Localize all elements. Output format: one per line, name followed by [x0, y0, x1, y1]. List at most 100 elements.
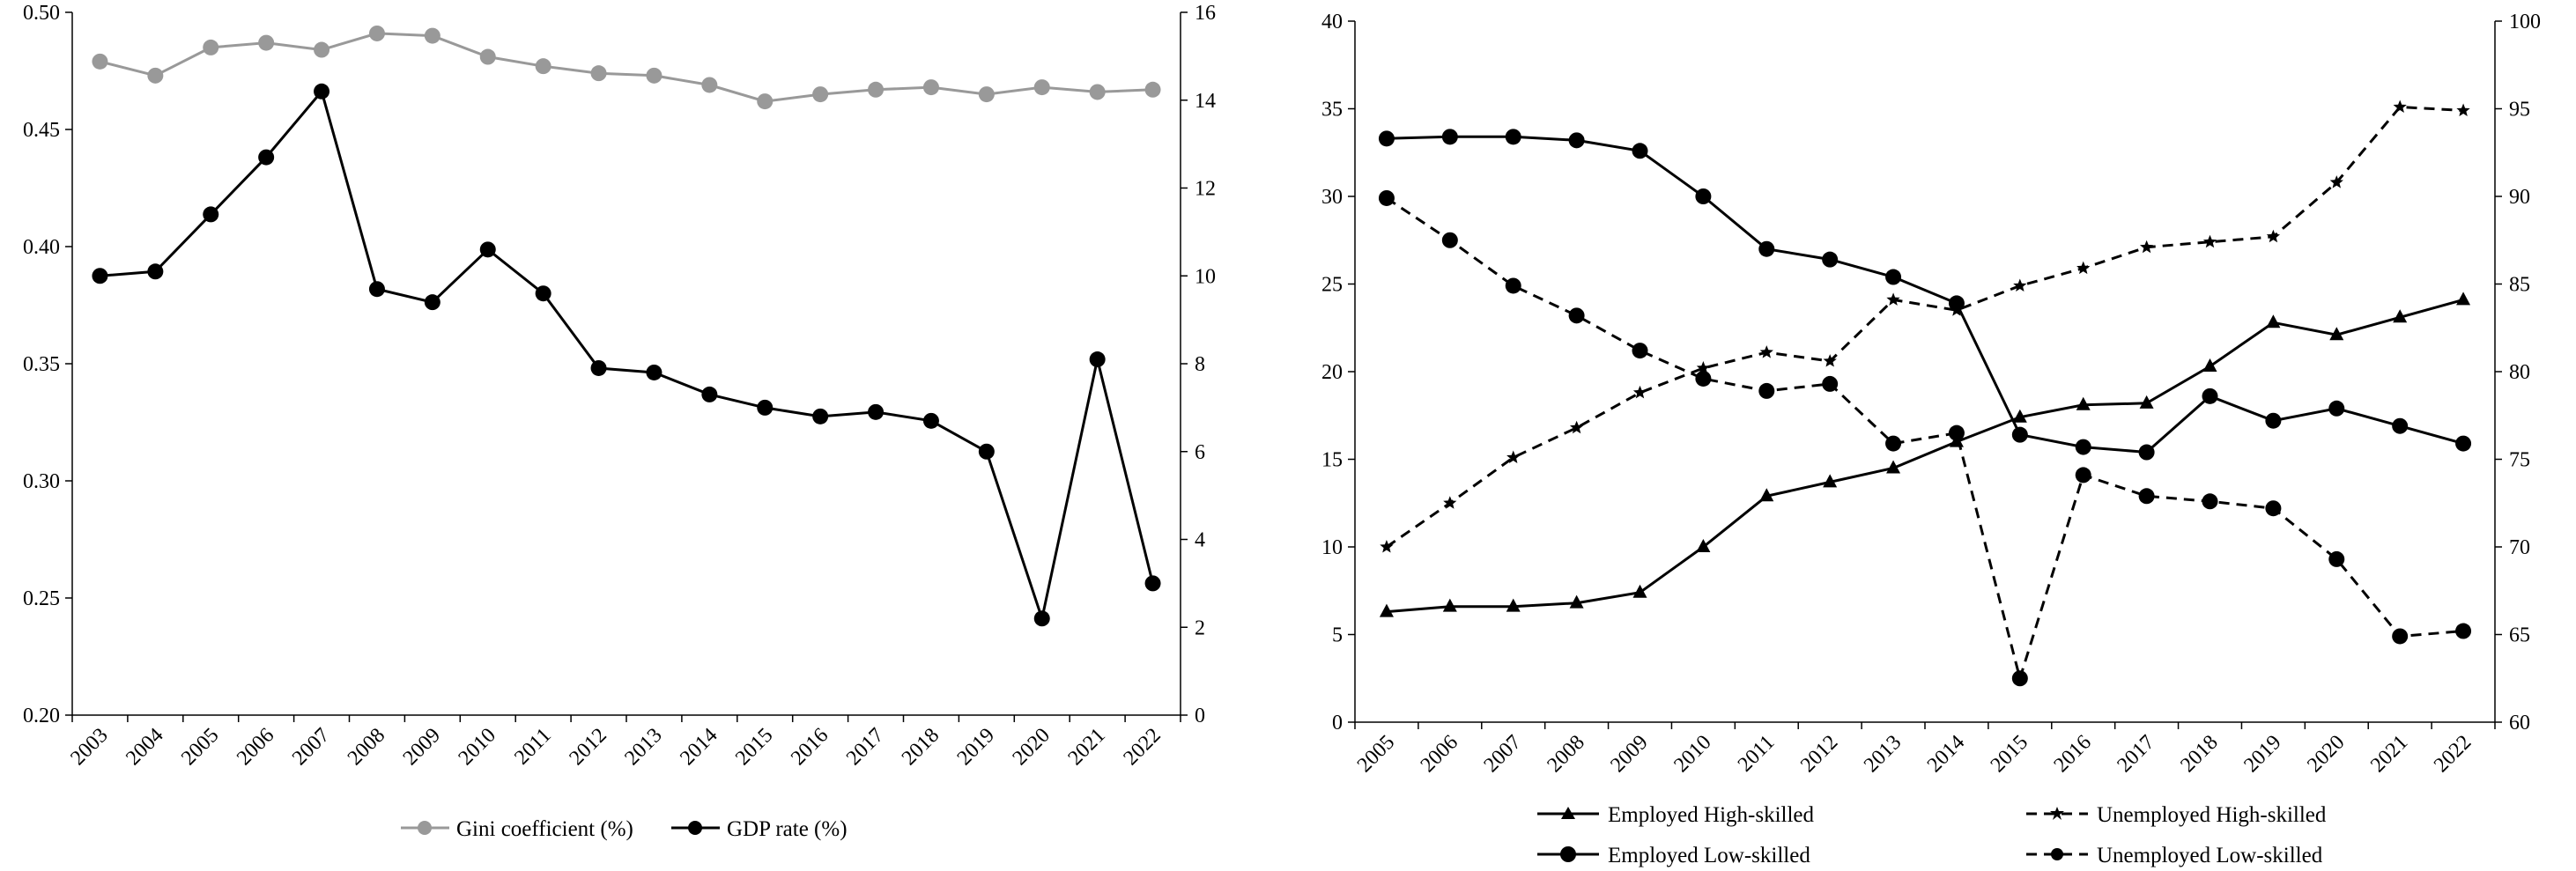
right-chart-series-0-point — [1886, 460, 1901, 474]
left-chart-series-0-point — [479, 48, 496, 65]
left-chart-y-tick-label: 0.20 — [23, 705, 60, 727]
right-chart-y-tick-label: 15 — [1321, 449, 1343, 472]
left-chart-y-tick-label: 0.50 — [23, 2, 60, 25]
right-chart-series-3-point — [1441, 232, 1458, 248]
right-chart-series-2-point — [2138, 444, 2155, 461]
right-chart-series-line-2 — [1386, 135, 2464, 454]
left-chart-series-0-point — [812, 86, 829, 103]
left-chart-series-0-point — [535, 58, 551, 75]
right-chart-y-tick-label: 25 — [1321, 274, 1343, 297]
legend-item-unemployed-low: Unemployed Low-skilled — [2026, 844, 2323, 867]
left-chart-panel: 0.20 0.25 0.30 0.35 0.40 0.45 0.50 0 2 4 6 8 10 12 14… — [23, 2, 1216, 841]
right-chart-series-1-point — [1823, 354, 1837, 367]
left-chart-x-tick-label: 2006 — [233, 724, 278, 770]
right-chart-series-3-point — [2455, 623, 2472, 639]
left-chart-series-1-point — [535, 285, 551, 302]
right-chart-y2-ticks: 60 65 70 75 80 85 90 95 100 — [2495, 11, 2541, 734]
left-chart-series-1-point — [812, 408, 829, 424]
left-chart-series-1-point — [479, 241, 496, 258]
left-chart-series-1-point — [590, 359, 607, 376]
legend-label-employed-low: Employed Low-skilled — [1608, 844, 1810, 867]
right-chart-y-ticks: 0 5 10 15 20 25 30 35 40 — [1321, 11, 1355, 734]
left-chart-x-tick-label: 2018 — [898, 724, 944, 770]
right-chart-x-tick-label: 2021 — [2366, 731, 2412, 777]
right-chart-series-3-point — [1885, 435, 1902, 452]
right-chart-series-2-point — [1822, 251, 1839, 268]
left-chart-x-tick-label: 2014 — [676, 724, 722, 770]
left-chart-y2-ticks: 0 2 4 6 8 10 12 14 16 — [1181, 2, 1216, 727]
left-chart-x-tick-label: 2007 — [288, 724, 334, 770]
left-chart-series-0-point — [92, 53, 108, 70]
left-chart-x-tick-label: 2005 — [177, 724, 223, 770]
right-chart-x-tick-label: 2010 — [1669, 731, 1715, 777]
left-chart-y-tick-label: 0.30 — [23, 470, 60, 493]
left-chart-y-ticks: 0.20 0.25 0.30 0.35 0.40 0.45 0.50 — [23, 2, 72, 727]
legend-item-unemployed-high: Unemployed High-skilled — [2026, 803, 2327, 827]
right-chart-series-line-0 — [1386, 298, 2464, 614]
left-chart-series-line-0 — [100, 32, 1153, 103]
left-chart-x-tick-label: 2012 — [565, 724, 611, 770]
right-chart-series-line-3 — [1386, 196, 2464, 683]
right-chart-series-2-point — [1505, 129, 1521, 145]
right-chart-series-3-point — [2202, 493, 2218, 510]
left-chart-series-0-point — [147, 67, 164, 84]
right-chart-series-1-point — [2456, 103, 2470, 116]
right-chart-x-tick-label: 2019 — [2239, 731, 2285, 777]
right-chart-y-tick-label: 40 — [1321, 11, 1343, 33]
right-chart-series-3-point — [1505, 277, 1521, 294]
left-chart-series-0-point — [757, 93, 774, 110]
right-chart-series-1-point — [2140, 240, 2154, 254]
right-chart-series-2-point — [1695, 188, 1712, 204]
left-chart-series-0-point — [258, 34, 275, 51]
right-chart-x-tick-label: 2020 — [2303, 731, 2349, 777]
right-chart-series-2-point — [2265, 412, 2282, 429]
left-chart-legend: Gini coefficient (%) GDP rate (%) — [401, 817, 848, 841]
left-chart-x-tick-label: 2020 — [1009, 724, 1055, 770]
left-chart-y2-tick-label: 0 — [1195, 705, 1205, 727]
right-chart-series-1-point — [1570, 420, 1584, 434]
left-chart-series-1-point — [701, 386, 718, 402]
right-chart-series-0-point — [1696, 539, 1711, 552]
legend-marker-unemployed-high — [2050, 807, 2064, 820]
legend-marker-employed-low — [1560, 846, 1576, 862]
right-chart-series-1-point — [1506, 450, 1521, 463]
legend-label-unemployed-high: Unemployed High-skilled — [2097, 803, 2327, 827]
left-chart-series-0-point — [646, 67, 663, 84]
legend-marker-employed-high — [1561, 807, 1575, 819]
right-chart-y2-tick-label: 80 — [2509, 361, 2530, 384]
right-chart-series-line-1 — [1386, 105, 2464, 549]
right-chart-series-3-point — [1695, 370, 1712, 387]
right-chart-series-2-point — [1441, 129, 1458, 145]
left-chart-series-0-point — [590, 65, 607, 82]
right-chart-series-0-point — [2012, 409, 2027, 423]
right-chart-series-3-point — [2328, 550, 2345, 567]
right-chart-y-tick-label: 30 — [1321, 186, 1343, 209]
right-chart-series-2-point — [1378, 130, 1395, 147]
left-chart-series-1-point — [314, 83, 330, 100]
right-chart-y2-tick-label: 90 — [2509, 186, 2530, 209]
right-chart-y2-tick-label: 70 — [2509, 536, 2530, 559]
left-chart-series-1-point — [646, 364, 663, 380]
left-chart-y2-tick-label: 10 — [1195, 265, 1216, 288]
legend-label-gini: Gini coefficient (%) — [456, 817, 633, 841]
right-chart-series-0-point — [2139, 395, 2154, 409]
left-chart-x-tick-label: 2013 — [620, 724, 666, 770]
legend-label-unemployed-low: Unemployed Low-skilled — [2097, 844, 2323, 867]
right-chart-series-3-point — [2392, 628, 2409, 645]
right-chart-panel: 0 5 10 15 20 25 30 35 40 60 65 70 75 80 85 90 95 100 200… — [1321, 11, 2541, 867]
left-chart-x-tick-label: 2004 — [122, 724, 167, 770]
legend-marker-unemployed-low — [2051, 848, 2063, 860]
left-chart-x-tick-label: 2011 — [510, 724, 556, 770]
left-chart-series-0-point — [424, 27, 440, 44]
left-chart-series-1-point — [978, 443, 995, 460]
right-chart-series-1-point — [1443, 496, 1457, 509]
right-chart-y2-tick-label: 65 — [2509, 624, 2530, 647]
right-chart-series-0-point — [2202, 358, 2217, 373]
right-chart-x-tick-label: 2015 — [1987, 731, 2032, 777]
right-chart-series-2-point — [1632, 143, 1648, 159]
right-chart-series-0-point — [1379, 603, 1394, 617]
left-chart-x-tick-label: 2016 — [787, 724, 833, 770]
right-chart-x-ticks: 2005 2006 2007 2008 2009 2010 2011 2012 2013 2014… — [1353, 722, 2496, 777]
right-chart-legend: Employed High-skilled Unemployed High-sk… — [1537, 803, 2327, 867]
